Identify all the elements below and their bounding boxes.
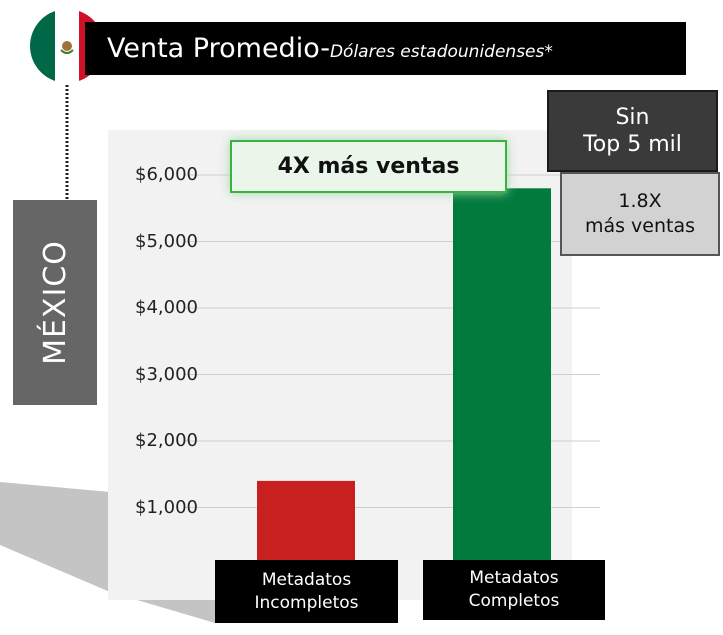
y-tick-label: $5,000 <box>135 230 198 252</box>
y-tick-label: $1,000 <box>135 496 198 518</box>
y-tick-label: $2,000 <box>135 430 198 451</box>
x-tick-label: Metadatos Incompletos <box>215 560 398 623</box>
bar <box>453 188 551 575</box>
country-box: MÉXICO <box>13 200 97 405</box>
country-label: MÉXICO <box>37 240 73 365</box>
bar <box>257 480 355 574</box>
chart-title: Venta Promedio- <box>107 33 330 64</box>
annotation: Sin Top 5 mil <box>547 90 718 172</box>
y-tick-label: $3,000 <box>135 363 198 385</box>
y-tick-label: $4,000 <box>135 297 198 318</box>
annotation: 1.8X más ventas <box>560 172 720 256</box>
annotation: 4X más ventas <box>230 140 507 193</box>
title-bar: Venta Promedio- Dólares estadounidenses* <box>85 22 686 75</box>
y-tick-label: $6,000 <box>135 164 198 185</box>
chart-subtitle: Dólares estadounidenses* <box>329 41 553 62</box>
x-tick-label: Metadatos Completos <box>423 560 605 620</box>
